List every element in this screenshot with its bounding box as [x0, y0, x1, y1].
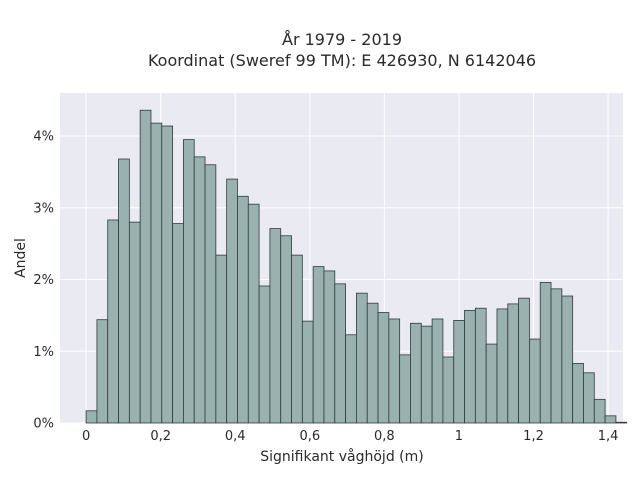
- x-axis-label: Signifikant våghöjd (m): [260, 448, 423, 465]
- histogram-bar: [496, 308, 509, 424]
- histogram-bar: [583, 372, 595, 424]
- histogram-bar: [485, 343, 498, 424]
- histogram-bar: [550, 288, 563, 424]
- histogram-bar: [161, 125, 173, 424]
- histogram-bar: [453, 320, 465, 424]
- histogram-bar: [399, 354, 411, 424]
- histogram-bar: [139, 109, 152, 424]
- histogram-bar: [593, 398, 606, 424]
- histogram-bar: [280, 235, 292, 424]
- y-axis-ticks: 0% 1% 2% 3% 4%: [33, 130, 54, 432]
- histogram-bar: [312, 266, 325, 424]
- histogram-bar: [193, 156, 206, 424]
- histogram-bar: [237, 195, 249, 424]
- x-tick-label: 0: [82, 429, 90, 444]
- histogram-bar: [215, 254, 228, 424]
- histogram-bar: [323, 270, 336, 424]
- histogram-bar: [334, 283, 347, 424]
- histogram-bar: [366, 302, 379, 424]
- histogram-bar: [85, 410, 98, 424]
- histogram-bar: [442, 356, 455, 424]
- x-axis-ticks: 0 0,2 0,4 0,6 0,8 1 1,2 1,4: [82, 429, 618, 444]
- histogram-bar: [226, 178, 238, 424]
- histogram-bars: [85, 109, 628, 424]
- x-tick-label: 1: [455, 429, 463, 444]
- y-tick-label: 1%: [33, 345, 54, 360]
- histogram-bar: [345, 334, 357, 424]
- histogram-bar: [356, 292, 368, 424]
- histogram-bar: [258, 285, 271, 424]
- histogram-bar: [377, 312, 390, 424]
- histogram-bar: [420, 325, 433, 424]
- x-tick-label: 0,4: [225, 429, 246, 444]
- histogram-bar: [529, 338, 541, 424]
- histogram-bar: [518, 297, 530, 424]
- histogram-bar: [247, 203, 260, 424]
- histogram-bar: [410, 322, 422, 424]
- chart-title: År 1979 - 2019: [282, 30, 402, 49]
- histogram-bar: [507, 303, 520, 424]
- chart-subtitle: Koordinat (Sweref 99 TM): E 426930, N 61…: [148, 51, 536, 70]
- y-axis-label: Andel: [13, 238, 29, 278]
- x-tick-label: 0,8: [374, 429, 395, 444]
- histogram-bar: [388, 318, 401, 424]
- histogram-bar: [96, 319, 109, 424]
- x-tick-label: 0,6: [299, 429, 320, 444]
- histogram-bar: [291, 254, 303, 424]
- histogram-bar: [615, 421, 628, 424]
- histogram-bar: [172, 223, 184, 424]
- histogram-bar: [572, 363, 584, 424]
- histogram-bar: [150, 122, 163, 424]
- histogram-bar: [204, 164, 217, 424]
- x-tick-label: 1,2: [523, 429, 544, 444]
- histogram-bar: [474, 307, 487, 424]
- histogram-bar: [107, 219, 119, 424]
- histogram-bar: [128, 221, 141, 424]
- y-tick-label: 0%: [33, 417, 54, 432]
- histogram-bar: [604, 415, 617, 424]
- x-tick-label: 0,2: [150, 429, 171, 444]
- histogram-bar: [301, 320, 314, 424]
- histogram-bar: [561, 295, 574, 424]
- y-tick-label: 2%: [33, 273, 54, 288]
- y-tick-label: 4%: [33, 130, 54, 145]
- histogram-bar: [269, 228, 282, 424]
- histogram-bar: [539, 281, 552, 424]
- histogram-bar: [431, 318, 444, 424]
- x-tick-label: 1,4: [598, 429, 619, 444]
- histogram-bar: [118, 158, 130, 424]
- y-tick-label: 3%: [33, 201, 54, 216]
- histogram-bar: [183, 139, 195, 424]
- histogram-bar: [464, 309, 476, 424]
